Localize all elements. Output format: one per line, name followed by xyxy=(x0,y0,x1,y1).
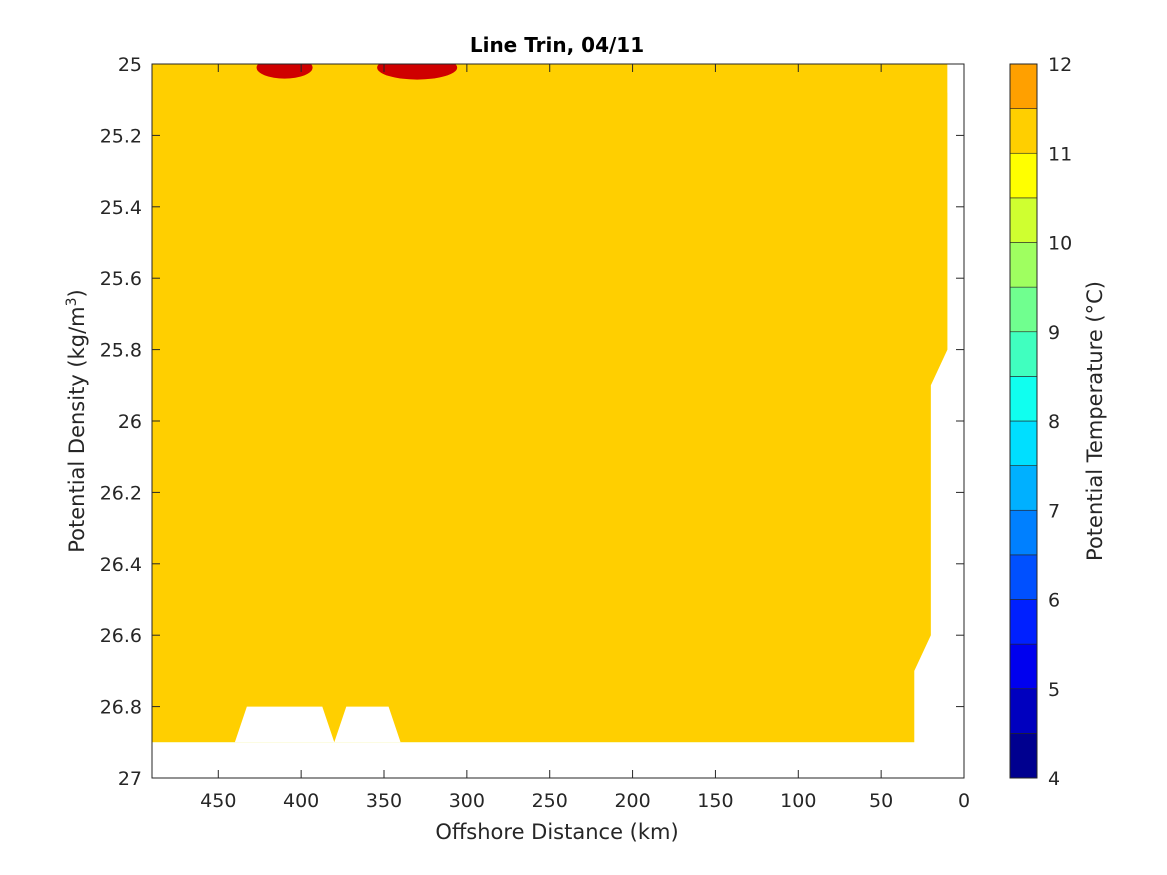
colorbar-swatch xyxy=(1009,643,1038,690)
colorbar-tick-label: 6 xyxy=(1048,590,1060,612)
y-axis-label: Potential Density (kg/m3) xyxy=(64,289,89,553)
colorbar-tick-label: 7 xyxy=(1048,500,1060,522)
x-tick-label: 250 xyxy=(532,790,568,812)
y-axis-ticks: 25 25.2 25.4 25.6 25.8 26 26.2 26.4 26.6 26.8 27 xyxy=(100,54,964,790)
y-tick-label: 25.2 xyxy=(100,125,142,147)
x-tick-label: 200 xyxy=(614,790,650,812)
y-tick-label: 25.6 xyxy=(100,268,142,290)
colorbar-tick-label: 10 xyxy=(1048,233,1072,255)
colorbar-tick-label: 8 xyxy=(1048,411,1060,433)
colorbar-swatch xyxy=(1009,331,1038,377)
colorbar-swatch xyxy=(1009,197,1038,243)
colorbar-swatch xyxy=(1009,599,1038,645)
colorbar-swatch xyxy=(1009,108,1038,154)
x-axis-ticks: 450 400 350 300 250 200 150 100 50 0 xyxy=(200,64,970,812)
contour-patch-12-left xyxy=(256,64,313,79)
x-tick-label: 350 xyxy=(366,790,402,812)
colorbar-tick-label: 11 xyxy=(1048,143,1072,165)
colorbar-swatch xyxy=(1009,465,1038,511)
chart-title: Line Trin, 04/11 xyxy=(470,33,644,57)
colorbar-swatch xyxy=(1009,286,1038,333)
colorbar-frame xyxy=(1009,63,1038,779)
colorbar-ticks: 4 5 6 7 8 9 10 11 12 xyxy=(1048,54,1072,790)
y-axis-label-superscript: 3 xyxy=(64,297,80,306)
colorbar-swatch xyxy=(1009,554,1038,600)
colorbar-swatch xyxy=(1009,688,1038,734)
contour-band-11-5 xyxy=(152,64,948,743)
y-tick-label: 26.4 xyxy=(100,554,142,576)
y-tick-label: 25.8 xyxy=(100,340,142,362)
colorbar-swatch xyxy=(1009,242,1038,288)
x-tick-label: 0 xyxy=(958,790,970,812)
colorbar-swatch xyxy=(1009,152,1038,199)
x-axis-label: Offshore Distance (km) xyxy=(435,820,678,844)
x-tick-label: 100 xyxy=(780,790,816,812)
colorbar-swatch xyxy=(1009,420,1038,466)
y-tick-label: 26.8 xyxy=(100,697,142,719)
colorbar-tick-label: 4 xyxy=(1048,768,1060,790)
data-gap-group xyxy=(152,64,964,778)
no-data-mask-bottom-gap xyxy=(334,706,401,743)
colorbar-tick-label: 12 xyxy=(1048,54,1072,76)
y-axis-label-main: Potential Density (kg/m xyxy=(65,306,89,552)
contour-fill-group xyxy=(152,64,948,743)
x-tick-label: 50 xyxy=(869,790,893,812)
colorbar xyxy=(1009,63,1038,779)
colorbar-swatch xyxy=(1009,509,1038,556)
colorbar-tick-label: 5 xyxy=(1048,679,1060,701)
colorbar-swatch xyxy=(1009,63,1038,109)
x-tick-label: 450 xyxy=(200,790,236,812)
y-tick-label: 26.6 xyxy=(100,625,142,647)
y-tick-label: 27 xyxy=(118,768,142,790)
plot-area xyxy=(152,64,964,778)
y-tick-label: 26 xyxy=(118,411,142,433)
y-tick-label: 26.2 xyxy=(100,482,142,504)
contour-patch-12-right xyxy=(377,64,458,80)
x-tick-label: 300 xyxy=(449,790,485,812)
y-tick-label: 25.4 xyxy=(100,197,142,219)
colorbar-label: Potential Temperature (°C) xyxy=(1083,281,1107,561)
colorbar-swatch xyxy=(1009,733,1038,779)
colorbar-tick-label: 9 xyxy=(1048,322,1060,344)
no-data-mask-bottom-gap xyxy=(234,706,335,743)
x-tick-label: 400 xyxy=(283,790,319,812)
y-axis-label-suffix: ) xyxy=(65,289,89,297)
colorbar-swatch xyxy=(1009,376,1038,422)
x-tick-label: 150 xyxy=(697,790,733,812)
y-tick-label: 25 xyxy=(118,54,142,76)
